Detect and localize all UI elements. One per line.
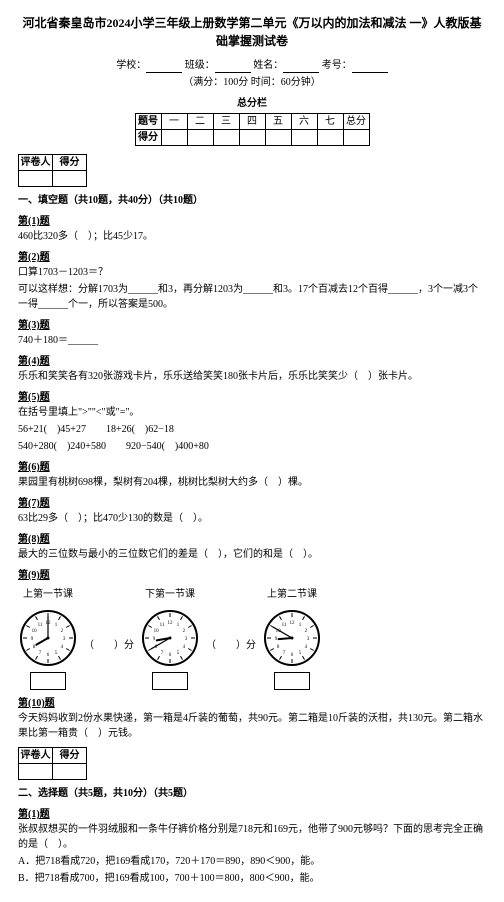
- svg-text:10: 10: [154, 629, 160, 634]
- svg-text:11: 11: [160, 623, 165, 628]
- score-row-values: 得分: [135, 130, 369, 146]
- page-title: 河北省秦皇岛市2024小学三年级上册数学第二单元《万以内的加法和减法 一》人教版…: [18, 14, 486, 50]
- q6-num: 第(6)题: [18, 460, 486, 475]
- cell: 题号: [135, 114, 161, 130]
- cell: [317, 130, 343, 146]
- clock-label-3: 上第二节课: [267, 587, 317, 602]
- q9-clocks: 上第一节课 121234567891011 （ ）分 下第一节课 1212345…: [18, 587, 486, 690]
- clock-col-1: 上第一节课 121234567891011: [18, 587, 78, 690]
- q5-l3: 540+280( )240+580 920−540( )400+80: [18, 439, 486, 454]
- name-label: 姓名：: [253, 58, 283, 73]
- cell: [161, 130, 187, 146]
- svg-text:11: 11: [282, 623, 287, 628]
- clock-box-1: [30, 672, 66, 690]
- mid-2: （ ）分: [206, 638, 256, 653]
- section-2-title: 二、选择题（共5题，共10分）（共5题）: [18, 786, 486, 801]
- q8-text: 最大的三位数与最小的三位数它们的差是（ ），它们的和是（ ）。: [18, 547, 486, 562]
- svg-text:12: 12: [290, 621, 296, 626]
- q2-l1: 口算1703－1203＝？: [18, 265, 486, 280]
- cell: 总分: [343, 114, 369, 130]
- examno-label: 考号：: [322, 58, 352, 73]
- cell: [265, 130, 291, 146]
- q3-num: 第(3)题: [18, 318, 486, 333]
- school-label: 学校：: [116, 58, 146, 73]
- cell: [53, 171, 87, 187]
- q10-text: 今天妈妈收到2份水果快递，第一箱是4斤装的葡萄，共90元。第二箱是10斤装的沃柑…: [18, 711, 486, 741]
- cell: [19, 171, 53, 187]
- grader-box-2: 评卷人 得分: [18, 747, 87, 780]
- score-label: 得分: [53, 155, 87, 171]
- class-label: 班级：: [185, 58, 215, 73]
- q2-num: 第(2)题: [18, 250, 486, 265]
- clock-box-2: [152, 672, 188, 690]
- grader-box: 评卷人 得分: [18, 154, 87, 187]
- clock-col-3: 上第二节课 121234567891011: [262, 587, 322, 690]
- school-blank: [146, 61, 182, 73]
- grader-label: 评卷人: [19, 748, 53, 764]
- examno-blank: [352, 61, 388, 73]
- s2-q1-optA: A．把718看成720，把169看成170，720＋170＝890，890＜90…: [18, 854, 486, 869]
- cell: [213, 130, 239, 146]
- clock-2: 121234567891011: [140, 608, 200, 668]
- score-label: 得分: [53, 748, 87, 764]
- cell: 五: [265, 114, 291, 130]
- svg-text:11: 11: [38, 623, 43, 628]
- q6-text: 果园里有桃树698棵，梨树有204棵，桃树比梨树大约多（ ）棵。: [18, 475, 486, 490]
- q4-num: 第(4)题: [18, 354, 486, 369]
- cell: [343, 130, 369, 146]
- clock-1: 121234567891011: [18, 608, 78, 668]
- q5-num: 第(5)题: [18, 390, 486, 405]
- clock-label-1: 上第一节课: [23, 587, 73, 602]
- cell: 六: [291, 114, 317, 130]
- cell: 七: [317, 114, 343, 130]
- cell: 得分: [135, 130, 161, 146]
- cell: 一: [161, 114, 187, 130]
- q8-num: 第(8)题: [18, 532, 486, 547]
- cell: 二: [187, 114, 213, 130]
- cell: [291, 130, 317, 146]
- q5-l2: 56+21( )45+27 18+26( )62−18: [18, 422, 486, 437]
- svg-text:10: 10: [32, 629, 38, 634]
- class-blank: [215, 61, 251, 73]
- cell: 三: [213, 114, 239, 130]
- q1-text: 460比320多（ ）；比45少17。: [18, 229, 486, 244]
- q10-num: 第(10)题: [18, 696, 486, 711]
- clock-col-2: 下第一节课 121234567891011: [140, 587, 200, 690]
- q9-num: 第(9)题: [18, 568, 486, 583]
- cell: [19, 764, 53, 780]
- cell: 四: [239, 114, 265, 130]
- score-row-header: 题号 一 二 三 四 五 六 七 总分: [135, 114, 369, 130]
- q4-text: 乐乐和笑笑各有320张游戏卡片，乐乐送给笑笑180张卡片后，乐乐比笑笑少（ ）张…: [18, 369, 486, 384]
- grader-label: 评卷人: [19, 155, 53, 171]
- s2-q1-num: 第(1)题: [18, 807, 486, 822]
- q7-num: 第(7)题: [18, 496, 486, 511]
- q2-l2: 可以这样想：分解1703为______和3，再分解1203为______和3。1…: [18, 282, 486, 312]
- cell: [187, 130, 213, 146]
- clock-3: 121234567891011: [262, 608, 322, 668]
- clock-label-2: 下第一节课: [145, 587, 195, 602]
- score-table-title: 总分栏: [18, 96, 486, 111]
- q5-l1: 在括号里填上">""<"或"="。: [18, 405, 486, 420]
- q3-text: 740＋180＝______: [18, 333, 486, 348]
- svg-text:12: 12: [168, 621, 174, 626]
- name-blank: [283, 61, 319, 73]
- score-table: 题号 一 二 三 四 五 六 七 总分 得分: [135, 113, 370, 146]
- q7-text: 63比29多（ ）；比470少130的数是（ ）。: [18, 511, 486, 526]
- s2-q1-stem: 张叔叔想买的一件羽绒服和一条牛仔裤价格分别是718元和169元，他带了900元够…: [18, 822, 486, 852]
- cell: [53, 764, 87, 780]
- meta-line-1: 学校： 班级： 姓名： 考号：: [18, 58, 486, 73]
- section-1-title: 一、填空题（共10题，共40分）（共10题）: [18, 193, 486, 208]
- meta-line-2: （满分：100分 时间：60分钟）: [18, 75, 486, 90]
- s2-q1-optB: B．把718看成700，把169看成100，700＋100＝800，800＜90…: [18, 871, 486, 886]
- mid-1: （ ）分: [84, 638, 134, 653]
- cell: [239, 130, 265, 146]
- q1-num: 第(1)题: [18, 214, 486, 229]
- clock-box-3: [274, 672, 310, 690]
